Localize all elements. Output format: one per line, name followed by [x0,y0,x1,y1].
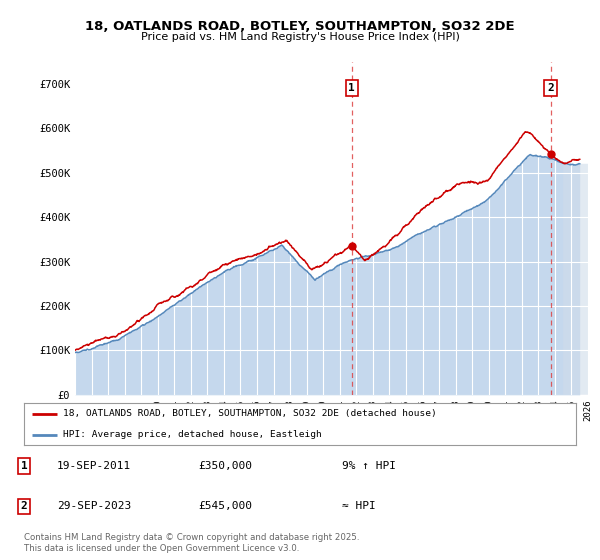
Text: 9% ↑ HPI: 9% ↑ HPI [342,461,396,471]
Text: 1: 1 [349,83,355,94]
Bar [563,62,588,395]
Text: Contains HM Land Registry data © Crown copyright and database right 2025.
This d: Contains HM Land Registry data © Crown c… [24,533,359,553]
Text: 18, OATLANDS ROAD, BOTLEY, SOUTHAMPTON, SO32 2DE (detached house): 18, OATLANDS ROAD, BOTLEY, SOUTHAMPTON, … [62,409,436,418]
Text: £350,000: £350,000 [198,461,252,471]
Text: ≈ HPI: ≈ HPI [342,501,376,511]
Text: 1: 1 [20,461,28,471]
Text: 19-SEP-2011: 19-SEP-2011 [57,461,131,471]
Text: 2: 2 [20,501,28,511]
Text: HPI: Average price, detached house, Eastleigh: HPI: Average price, detached house, East… [62,430,322,439]
Text: 29-SEP-2023: 29-SEP-2023 [57,501,131,511]
Text: Price paid vs. HM Land Registry's House Price Index (HPI): Price paid vs. HM Land Registry's House … [140,32,460,42]
Text: £545,000: £545,000 [198,501,252,511]
Polygon shape [563,164,588,395]
Text: 2: 2 [547,83,554,94]
Text: 18, OATLANDS ROAD, BOTLEY, SOUTHAMPTON, SO32 2DE: 18, OATLANDS ROAD, BOTLEY, SOUTHAMPTON, … [85,20,515,32]
